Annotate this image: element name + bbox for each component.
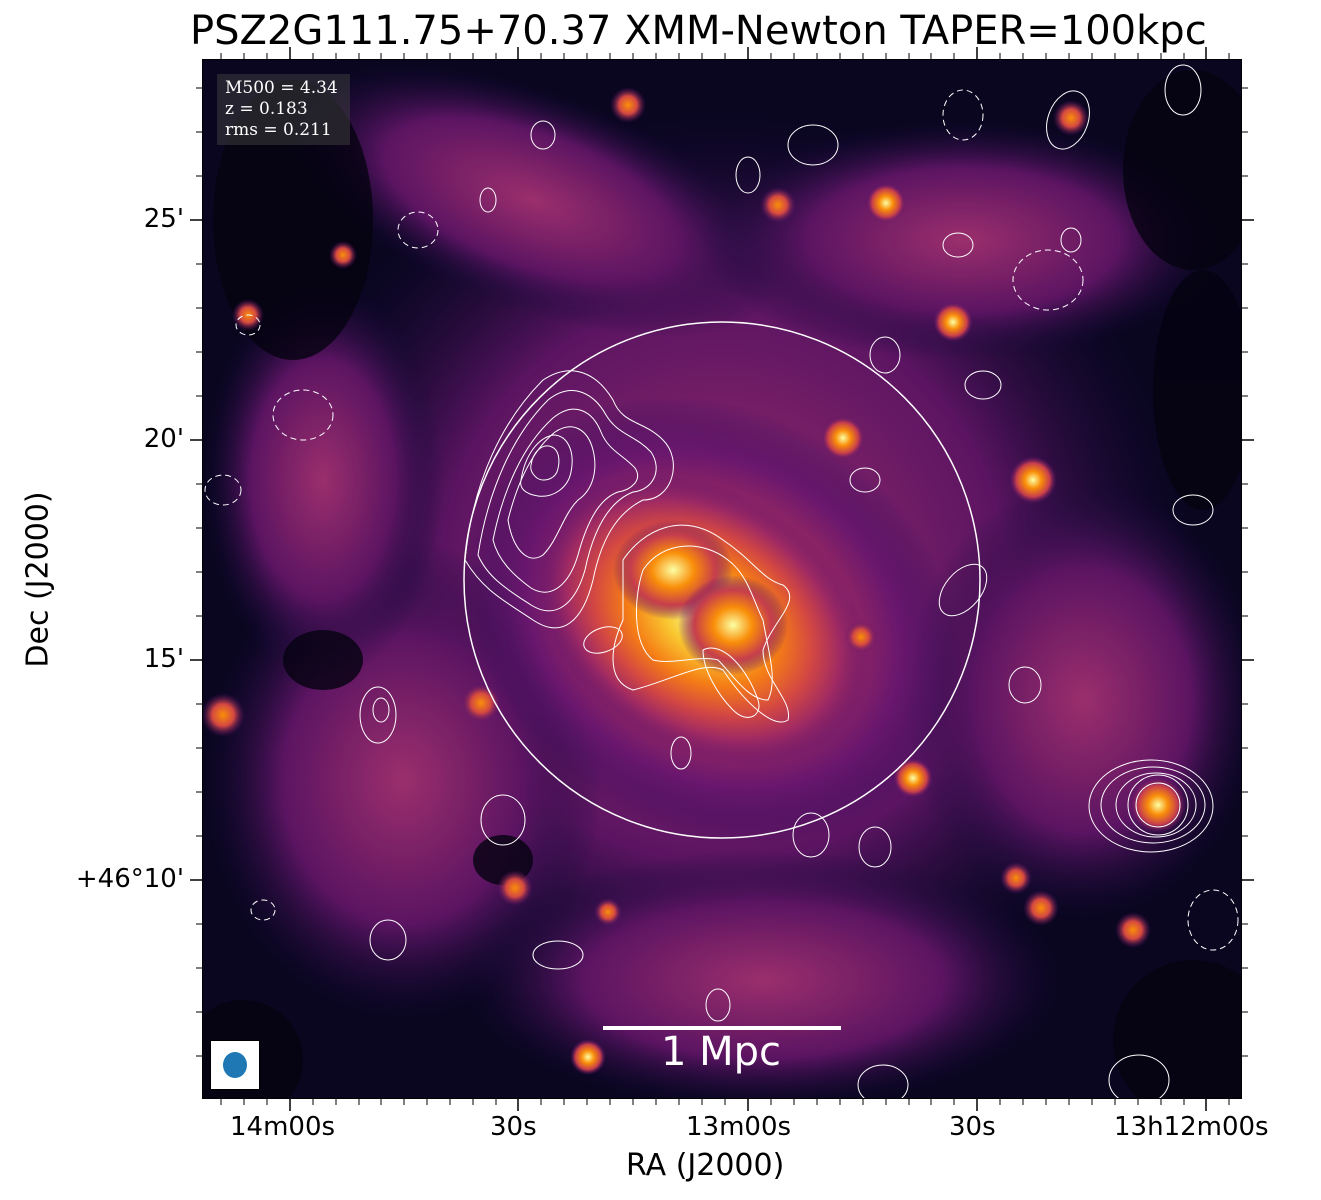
rms-text: rms = 0.211: [225, 120, 332, 140]
sky-image-panel: M500 = 4.34 z = 0.183 rms = 0.211 1 Mpc: [202, 59, 1242, 1099]
y-axis-label: Dec (J2000): [20, 491, 56, 668]
x-tick-label: 30s: [490, 1112, 537, 1142]
y-tick-label: +46°10': [75, 864, 184, 894]
beam-ellipse: [223, 1052, 247, 1078]
xray-radio-map: [203, 60, 1241, 1098]
cluster-info-box: M500 = 4.34 z = 0.183 rms = 0.211: [217, 74, 350, 145]
m500-text: M500 = 4.34: [225, 78, 338, 98]
figure-title: PSZ2G111.75+70.37 XMM-Newton TAPER=100kp…: [190, 8, 1207, 54]
redshift-text: z = 0.183: [225, 99, 308, 119]
y-tick-label: 20': [143, 424, 184, 454]
r500-circle: [463, 321, 981, 839]
beam-inset: [210, 1040, 260, 1090]
radio-negative-contours: [204, 89, 1239, 951]
radio-contours: [359, 64, 1214, 1098]
x-axis-label: RA (J2000): [626, 1148, 785, 1183]
y-tick-label: 15': [143, 644, 184, 674]
scalebar-label: 1 Mpc: [660, 1029, 782, 1075]
x-tick-label: 30s: [949, 1112, 996, 1142]
x-tick-label: 14m00s: [230, 1112, 336, 1142]
x-tick-label: 13m00s: [686, 1112, 792, 1142]
y-tick-label: 25': [143, 204, 184, 234]
x-tick-label: 13h12m00s: [1114, 1112, 1269, 1142]
